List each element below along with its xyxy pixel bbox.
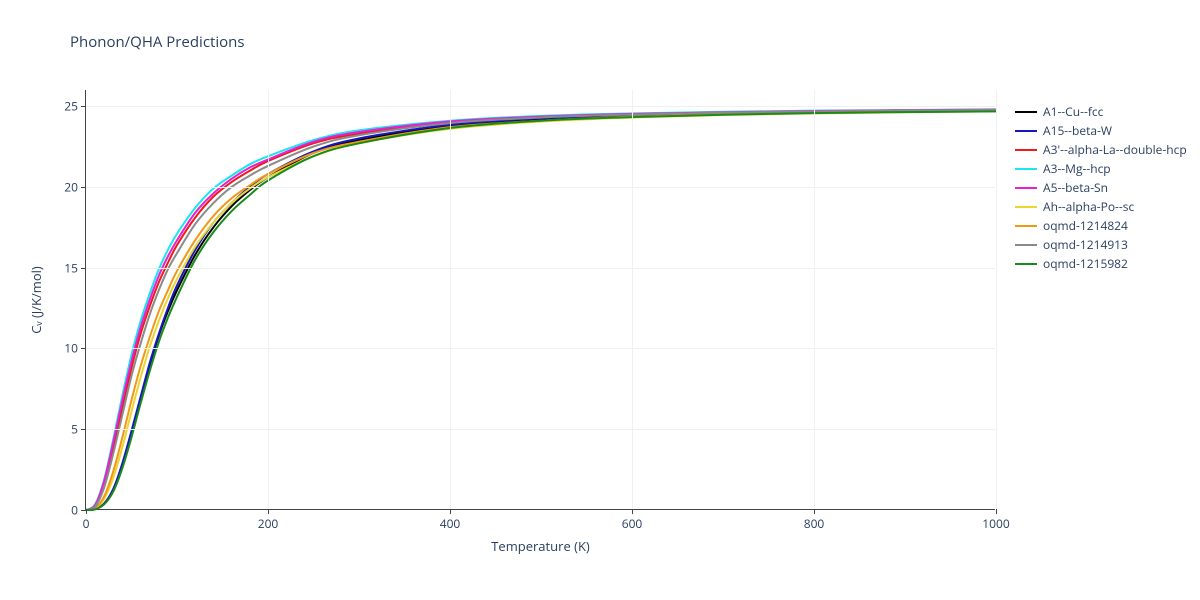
legend-label: A3--Mg--hcp bbox=[1043, 160, 1111, 177]
tickmark-x bbox=[268, 509, 269, 514]
legend-label: A15--beta-W bbox=[1043, 122, 1112, 139]
legend-swatch bbox=[1015, 263, 1037, 265]
gridline-vertical bbox=[996, 90, 997, 509]
legend-item[interactable]: oqmd-1214913 bbox=[1015, 235, 1187, 254]
legend-swatch bbox=[1015, 206, 1037, 208]
gridline-vertical bbox=[268, 90, 269, 509]
series-line bbox=[86, 109, 996, 510]
curves-svg bbox=[86, 90, 996, 510]
gridline-horizontal bbox=[86, 268, 995, 269]
xtick-label: 200 bbox=[258, 515, 279, 532]
tickmark-y bbox=[81, 106, 86, 107]
xtick-label: 800 bbox=[804, 515, 825, 532]
legend-item[interactable]: oqmd-1215982 bbox=[1015, 254, 1187, 273]
legend-item[interactable]: A3'--alpha-La--double-hcp bbox=[1015, 140, 1187, 159]
xtick-label: 0 bbox=[83, 515, 90, 532]
legend: A1--Cu--fcc A15--beta-W A3'--alpha-La--dou… bbox=[1015, 102, 1187, 273]
legend-item[interactable]: Ah--alpha-Po--sc bbox=[1015, 197, 1187, 216]
legend-item[interactable]: A3--Mg--hcp bbox=[1015, 159, 1187, 178]
series-line bbox=[86, 110, 996, 510]
series-line bbox=[86, 110, 996, 510]
legend-label: A3'--alpha-La--double-hcp bbox=[1043, 141, 1187, 158]
gridline-horizontal bbox=[86, 348, 995, 349]
tickmark-x bbox=[450, 509, 451, 514]
series-line bbox=[86, 110, 996, 510]
legend-swatch bbox=[1015, 149, 1037, 151]
legend-swatch bbox=[1015, 187, 1037, 189]
series-line bbox=[86, 111, 996, 510]
xtick-label: 400 bbox=[440, 515, 461, 532]
legend-label: A5--beta-Sn bbox=[1043, 179, 1108, 196]
series-line bbox=[86, 110, 996, 510]
legend-label: A1--Cu--fcc bbox=[1043, 103, 1103, 120]
chart-container: Phonon/QHA Predictions 02004006008001000… bbox=[0, 0, 1200, 600]
xtick-label: 600 bbox=[622, 515, 643, 532]
legend-swatch bbox=[1015, 168, 1037, 170]
y-axis-label: Cᵥ (J/K/mol) bbox=[27, 266, 45, 334]
legend-swatch bbox=[1015, 130, 1037, 132]
chart-title: Phonon/QHA Predictions bbox=[70, 32, 245, 52]
tickmark-x bbox=[814, 509, 815, 514]
xtick-label: 1000 bbox=[982, 515, 1009, 532]
gridline-vertical bbox=[450, 90, 451, 509]
gridline-horizontal bbox=[86, 187, 995, 188]
legend-item[interactable]: A1--Cu--fcc bbox=[1015, 102, 1187, 121]
tickmark-y bbox=[81, 510, 86, 511]
ytick-label: 5 bbox=[71, 421, 78, 438]
tickmark-y bbox=[81, 187, 86, 188]
ytick-label: 20 bbox=[64, 178, 78, 195]
ytick-label: 15 bbox=[64, 259, 78, 276]
plot-area: 020040060080010000510152025Temperature (… bbox=[85, 90, 995, 510]
legend-item[interactable]: A15--beta-W bbox=[1015, 121, 1187, 140]
series-line bbox=[86, 111, 996, 510]
series-line bbox=[86, 111, 996, 510]
ytick-label: 10 bbox=[64, 340, 78, 357]
legend-label: oqmd-1215982 bbox=[1043, 255, 1128, 272]
tickmark-y bbox=[81, 429, 86, 430]
ytick-label: 0 bbox=[71, 502, 78, 519]
tickmark-y bbox=[81, 348, 86, 349]
legend-swatch bbox=[1015, 225, 1037, 227]
gridline-vertical bbox=[814, 90, 815, 509]
x-axis-label: Temperature (K) bbox=[491, 537, 590, 555]
tickmark-x bbox=[86, 509, 87, 514]
tickmark-x bbox=[632, 509, 633, 514]
legend-item[interactable]: oqmd-1214824 bbox=[1015, 216, 1187, 235]
legend-label: oqmd-1214913 bbox=[1043, 236, 1128, 253]
legend-swatch bbox=[1015, 244, 1037, 246]
gridline-horizontal bbox=[86, 106, 995, 107]
tickmark-x bbox=[996, 509, 997, 514]
legend-item[interactable]: A5--beta-Sn bbox=[1015, 178, 1187, 197]
gridline-horizontal bbox=[86, 429, 995, 430]
ytick-label: 25 bbox=[64, 98, 78, 115]
legend-label: Ah--alpha-Po--sc bbox=[1043, 198, 1134, 215]
tickmark-y bbox=[81, 268, 86, 269]
gridline-vertical bbox=[632, 90, 633, 509]
legend-swatch bbox=[1015, 111, 1037, 113]
legend-label: oqmd-1214824 bbox=[1043, 217, 1128, 234]
series-line bbox=[86, 110, 996, 510]
